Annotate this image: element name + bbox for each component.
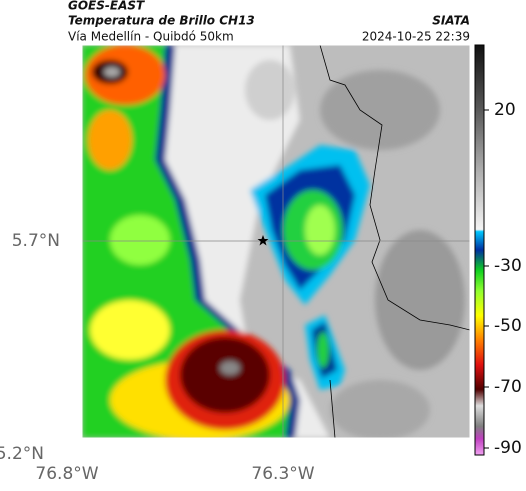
colorbar-label: -50 (494, 316, 522, 336)
colorbar-ticks (484, 109, 489, 449)
timestamp: 2024-10-25 22:39 (362, 30, 470, 44)
title: GOES-EAST (68, 0, 145, 13)
colorbar (474, 44, 485, 456)
lon-label: 76.8°W (35, 464, 98, 484)
source: SIATA (432, 14, 470, 28)
lon-label: 76.3°W (251, 464, 314, 484)
colorbar-label: -70 (494, 377, 522, 397)
colorbar-label: 20 (494, 100, 516, 120)
route: Vía Medellín - Quibdó 50km (68, 30, 234, 44)
satellite-image (82, 45, 470, 438)
lat-label: 5.7°N (12, 231, 60, 251)
colorbar-label: -30 (494, 256, 522, 276)
colorbar-label: -90 (494, 438, 522, 458)
subtitle: Temperatura de Brillo CH13 (68, 14, 255, 28)
lat-label: 5.2°N (0, 444, 44, 464)
